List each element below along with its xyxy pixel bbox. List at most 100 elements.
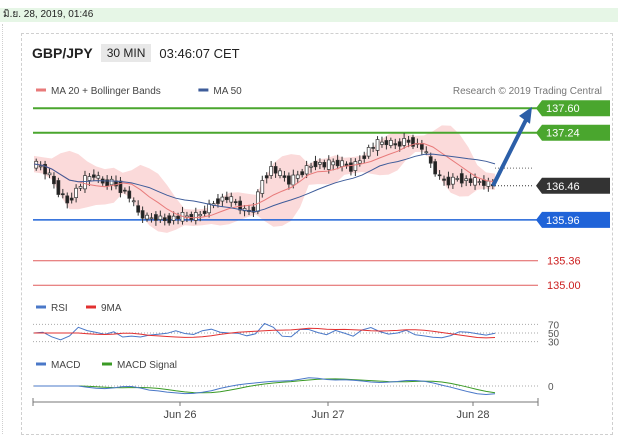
candle-body-93: [446, 176, 451, 186]
candle-body-13: [91, 174, 96, 178]
candle-body-8: [69, 197, 74, 201]
macd-tick-0: 0: [548, 382, 554, 393]
candle-body-49: [251, 206, 256, 213]
candle-body-51: [260, 180, 265, 194]
candle-body-63: [313, 160, 318, 168]
candle-body-95: [455, 178, 460, 180]
date-bar: มิ.ย. 28, 2019, 01:46: [0, 8, 618, 22]
candle-body-25: [145, 214, 149, 220]
pair-title: GBP/JPY: [32, 45, 93, 61]
level-tag-0: [536, 100, 610, 117]
candle-body-97: [464, 178, 469, 181]
candle-body-29: [162, 217, 167, 222]
candle-body-2: [43, 163, 47, 175]
candle-body-55: [278, 170, 282, 176]
chart-header: GBP/JPY 30 MIN 03:46:07 CET: [32, 43, 240, 63]
candle-body-28: [158, 215, 163, 220]
candle-body-22: [131, 200, 136, 203]
candle-body-54: [273, 166, 278, 174]
candle-body-27: [154, 214, 158, 221]
candle-body-58: [291, 174, 296, 186]
candle-body-76: [371, 147, 375, 149]
candle-body-23: [136, 205, 141, 213]
rsi-legend-label-0: RSI: [51, 303, 68, 314]
candle-body-73: [357, 160, 362, 164]
ma20-line: [33, 143, 496, 219]
candle-body-88: [424, 151, 429, 154]
rsi-tick-1: 50: [548, 329, 560, 340]
candle-body-56: [282, 175, 287, 178]
candle-body-9: [74, 187, 78, 199]
candle-body-24: [140, 210, 145, 219]
projection-arrow: [491, 116, 529, 187]
candle-body-79: [384, 140, 389, 146]
candle-body-20: [123, 189, 127, 192]
candle-body-83: [402, 138, 406, 146]
rsi-line: [33, 322, 496, 341]
candle-body-99: [473, 177, 477, 186]
candle-body-10: [78, 186, 83, 189]
macd-line: [34, 377, 496, 396]
candle-body-37: [198, 214, 203, 217]
candle-body-81: [393, 143, 398, 146]
rsi-tick-0: 70: [548, 320, 560, 331]
candle-body-32: [176, 215, 180, 220]
candle-body-89: [428, 156, 433, 164]
candle-body-57: [287, 175, 291, 185]
candle-body-52: [264, 175, 269, 179]
candle-body-84: [406, 139, 411, 143]
candle-body-92: [442, 178, 446, 181]
rsi-tick-2: 30: [548, 338, 560, 349]
candle-body-65: [322, 162, 327, 168]
research-credit: Research © 2019 Trading Central: [453, 86, 602, 97]
candle-body-31: [171, 215, 176, 221]
ma50-line: [33, 153, 496, 213]
candle-body-71: [349, 162, 353, 172]
legend-label-0: MA 20 + Bollinger Bands: [51, 86, 161, 97]
candle-body-3: [47, 172, 52, 176]
candle-body-91: [437, 174, 442, 177]
candle-body-7: [65, 195, 70, 204]
macd-legend-label-1: MACD Signal: [117, 360, 177, 371]
candle-body-39: [207, 203, 211, 214]
candle-body-59: [295, 174, 300, 179]
candle-body-14: [96, 175, 101, 179]
candle-body-1: [38, 165, 43, 168]
rsi-9ma-line: [34, 327, 496, 339]
candle-body-90: [433, 161, 438, 175]
candle-body-96: [459, 173, 464, 184]
candle-body-41: [216, 198, 220, 204]
candle-body-61: [304, 165, 309, 175]
candle-body-80: [388, 139, 393, 146]
candle-body-11: [83, 175, 87, 190]
projection-arrowhead: [519, 106, 532, 124]
candle-body-5: [56, 180, 61, 195]
level-label-0: 137.60: [546, 103, 580, 115]
candle-body-12: [87, 176, 92, 181]
candle-body-82: [397, 141, 402, 147]
macd-legend-label-0: MACD: [51, 360, 80, 371]
candle-body-60: [300, 171, 305, 176]
candle-body-43: [224, 196, 229, 201]
candle-body-38: [202, 210, 207, 214]
rsi-legend-label-1: 9MA: [101, 303, 122, 314]
candle-body-36: [193, 212, 198, 221]
candle-body-78: [380, 141, 384, 145]
candle-body-77: [375, 139, 380, 151]
candle-body-26: [149, 217, 154, 220]
candle-body-6: [60, 193, 65, 196]
candle-body-98: [468, 178, 473, 184]
candle-body-44: [229, 196, 234, 203]
chart-panel: GBP/JPY 30 MIN 03:46:07 CET: [21, 33, 613, 435]
timeframe-badge[interactable]: 30 MIN: [100, 44, 152, 62]
candle-body-42: [220, 196, 225, 202]
candle-body-50: [256, 191, 260, 212]
chart-time: 03:46:07 CET: [159, 45, 240, 61]
candle-body-46: [238, 200, 242, 211]
level-tag-2: [536, 177, 610, 194]
left-divider: [2, 24, 3, 434]
legend-label-1: MA 50: [213, 86, 242, 97]
level-label-4: 135.36: [547, 256, 581, 268]
candle-body-66: [326, 159, 331, 170]
